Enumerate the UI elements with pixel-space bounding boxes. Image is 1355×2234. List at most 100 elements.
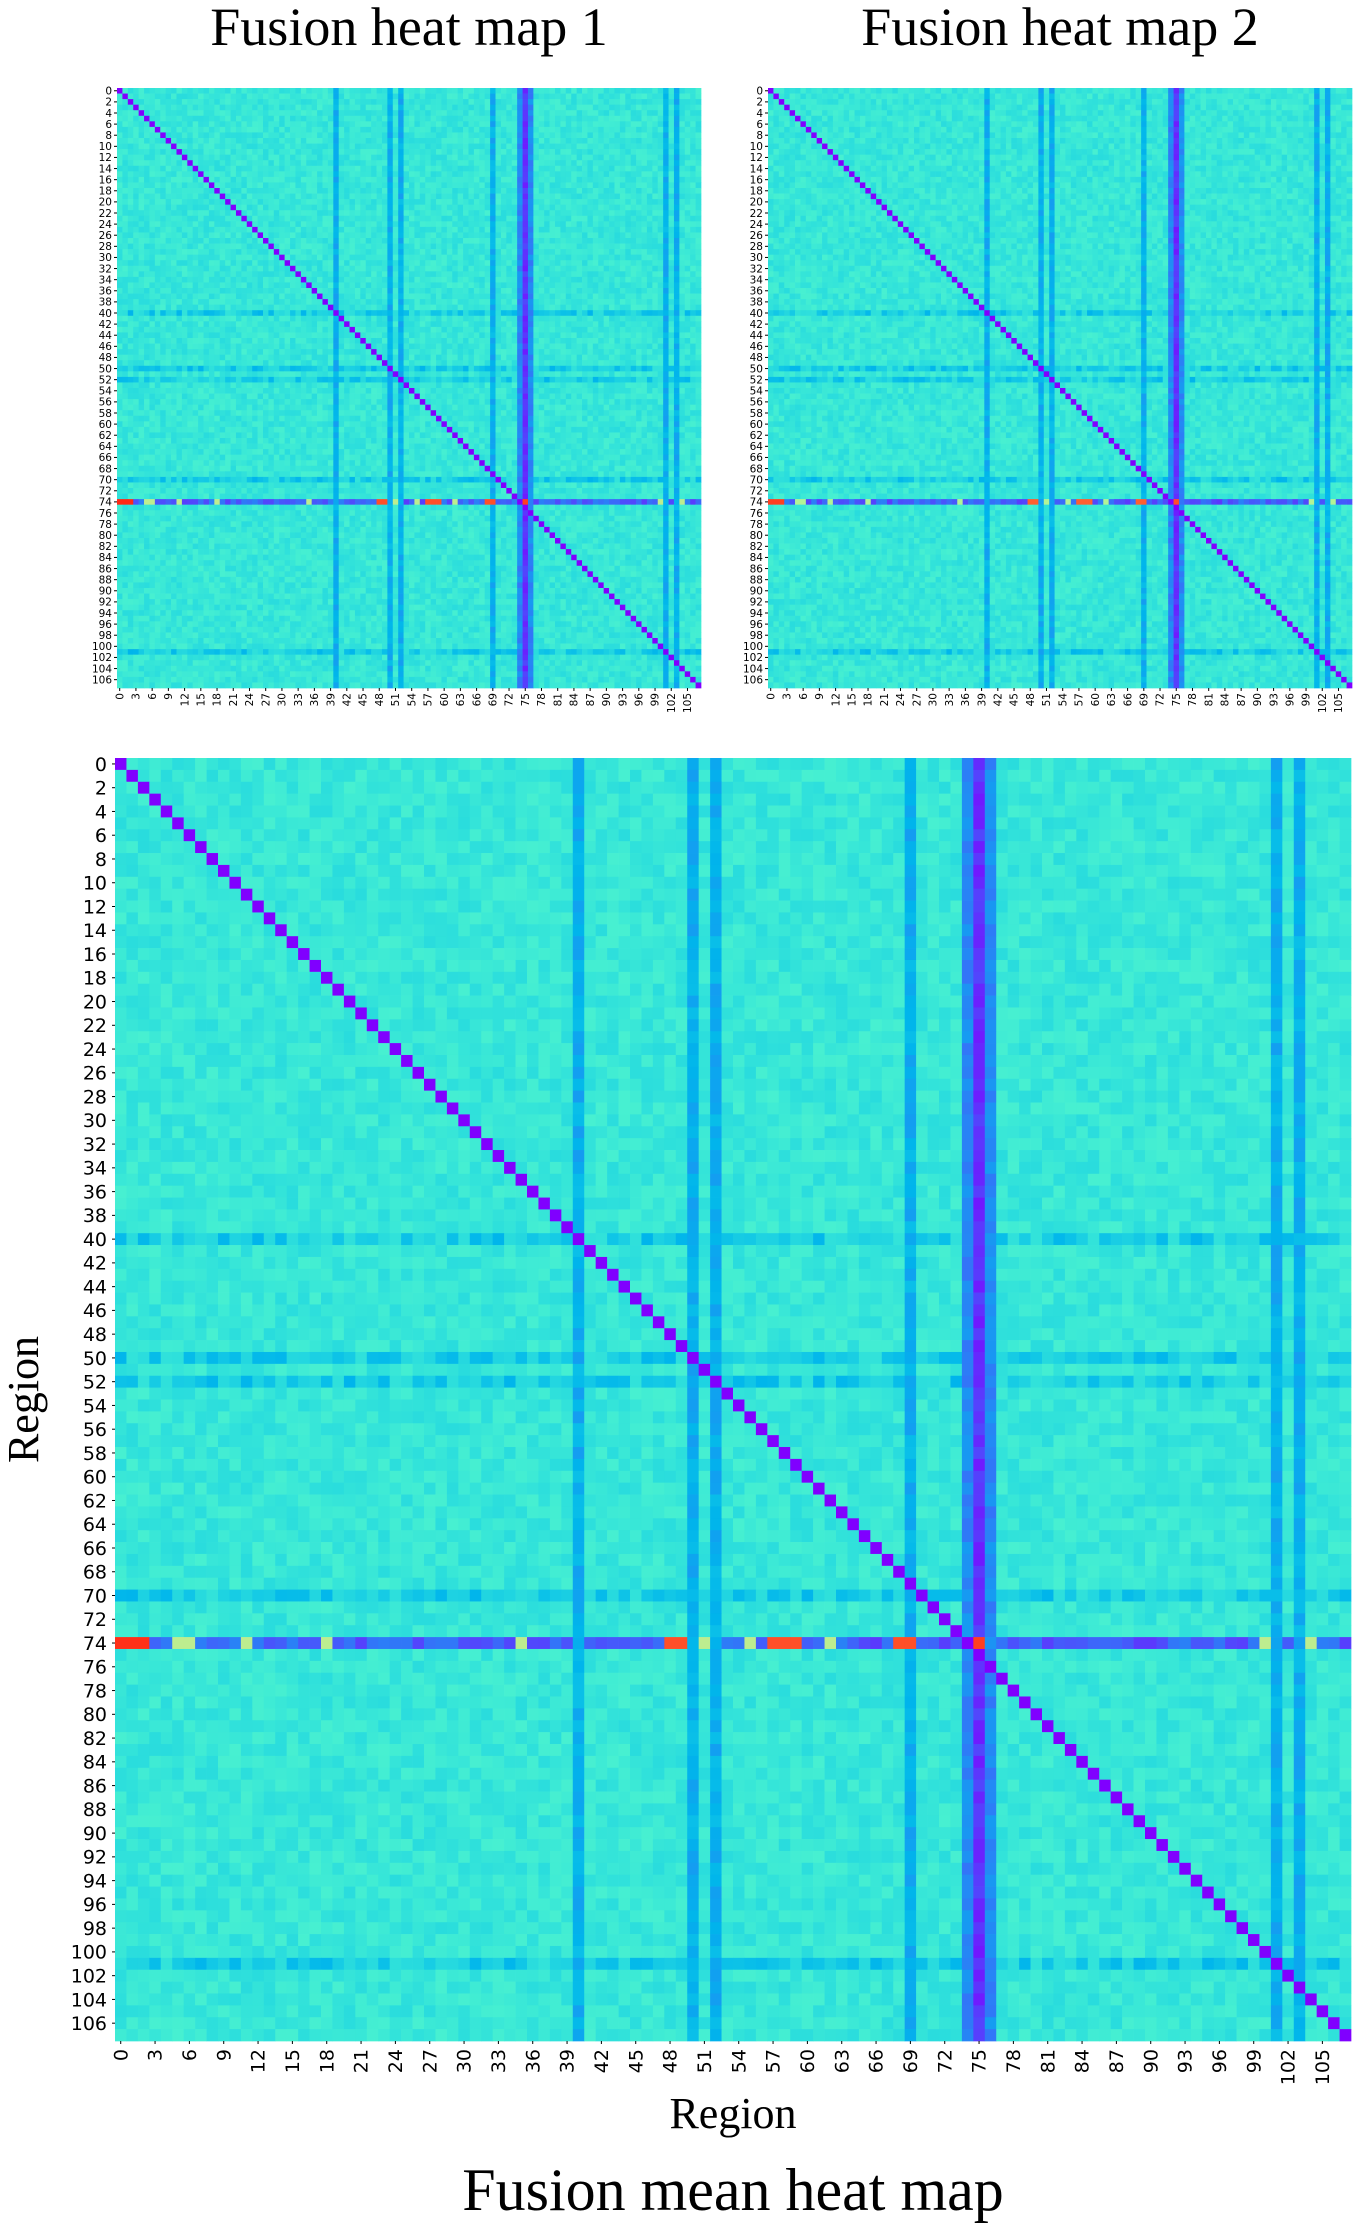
heatmap-cell (181, 199, 188, 206)
heatmap-cell (365, 265, 372, 272)
heatmap-cell (344, 326, 350, 333)
heatmap-cell (257, 243, 264, 250)
heatmap-cell (338, 315, 345, 322)
heatmap-cell (392, 143, 399, 150)
heatmap-cell (446, 143, 453, 150)
heatmap-cell (144, 321, 150, 328)
heatmap-cell (349, 99, 356, 106)
heatmap-cell (176, 182, 183, 189)
heatmap-cell (241, 271, 248, 278)
heatmap-cell (506, 182, 513, 189)
heatmap-cell (187, 238, 194, 244)
heatmap-cell (500, 132, 507, 139)
heatmap-cell (273, 215, 280, 222)
heatmap-cell (230, 199, 237, 206)
heatmap-cell (463, 332, 469, 339)
heatmap-cell (587, 304, 594, 311)
heatmap-cell (544, 321, 550, 328)
heatmap-cell (446, 326, 453, 333)
heatmap-cell (360, 88, 367, 94)
heatmap-cell (376, 193, 383, 200)
heatmap-cell (657, 326, 664, 333)
heatmap-cell (522, 338, 529, 344)
heatmap-cell (365, 115, 372, 122)
heatmap-cell (349, 182, 356, 189)
heatmap-cell (322, 99, 329, 106)
heatmap-cell (311, 154, 318, 161)
heatmap-cell (279, 154, 285, 161)
heatmap-cell (208, 93, 215, 100)
heatmap-cell (192, 254, 199, 261)
heatmap-cell (495, 315, 502, 322)
heatmap-cell (268, 221, 275, 228)
heatmap-cell (241, 332, 248, 339)
heatmap-cell (511, 260, 518, 267)
heatmap-cell (619, 99, 626, 106)
heatmap-cell (241, 288, 248, 294)
heatmap-cell (295, 88, 302, 94)
heatmap-cell (133, 288, 139, 294)
heatmap-cell (257, 326, 264, 333)
heatmap-cell (284, 310, 291, 317)
heatmap-cell (690, 210, 696, 217)
heatmap-cell (225, 338, 231, 344)
heatmap-cell (592, 326, 599, 333)
heatmap-cell (246, 243, 253, 250)
heatmap-cell (463, 121, 469, 128)
heatmap-cell (203, 282, 210, 289)
heatmap-cell (279, 115, 285, 122)
heatmap-cell (317, 293, 323, 300)
heatmap-cell (673, 310, 680, 317)
heatmap-cell (338, 149, 345, 156)
heatmap-cell (344, 132, 350, 139)
heatmap-cell (560, 149, 567, 156)
heatmap-cell (263, 121, 269, 128)
heatmap-cell (684, 249, 691, 256)
heatmap-cell (219, 165, 226, 172)
heatmap-cell (555, 265, 561, 272)
heatmap-cell (571, 326, 577, 333)
heatmap-cell (306, 215, 313, 222)
heatmap-cell (457, 154, 464, 161)
heatmap-cell (122, 299, 129, 306)
heatmap-cell (306, 232, 313, 239)
heatmap-cell (452, 115, 459, 122)
heatmap-cell (192, 315, 199, 322)
heatmap-cell (257, 204, 264, 211)
heatmap-cell (295, 149, 302, 156)
heatmap-cell (138, 321, 145, 328)
heatmap-cell (268, 293, 275, 300)
heatmap-cell (652, 138, 659, 144)
heatmap-cell (133, 249, 139, 256)
heatmap-cell (614, 143, 621, 150)
heatmap-cell (246, 254, 253, 261)
heatmap-cell (430, 204, 437, 211)
heatmap-cell (387, 332, 394, 339)
heatmap-cell (549, 310, 556, 317)
heatmap-cell (619, 149, 626, 156)
heatmap-cell (371, 254, 377, 261)
heatmap-cell (365, 104, 372, 111)
heatmap-cell (295, 132, 302, 139)
heatmap-cell (582, 310, 588, 317)
heatmap-cell (192, 171, 199, 178)
heatmap-cell (571, 188, 577, 194)
heatmap-cell (225, 182, 231, 189)
heatmap-cell (279, 265, 285, 272)
heatmap-cell (219, 193, 226, 200)
heatmap-cell (446, 288, 453, 294)
heatmap-cell (387, 315, 394, 322)
heatmap-cell (138, 93, 145, 100)
heatmap-cell (290, 149, 296, 156)
heatmap-cell (636, 249, 642, 256)
heatmap-cell (144, 193, 150, 200)
heatmap-cell (295, 110, 302, 117)
heatmap-cell (549, 126, 556, 133)
heatmap-cell (468, 210, 475, 217)
heatmap-cell (273, 288, 280, 294)
heatmap-cell (365, 243, 372, 250)
heatmap-cell (409, 338, 415, 344)
heatmap-cell (360, 232, 367, 239)
heatmap-cell (555, 254, 561, 261)
heatmap-cell (657, 288, 664, 294)
